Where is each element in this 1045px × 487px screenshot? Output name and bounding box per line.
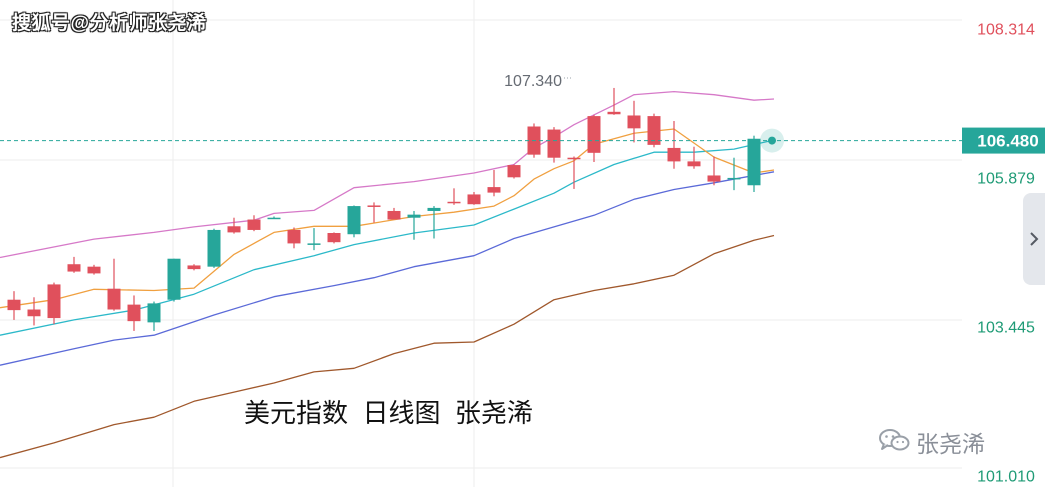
candle-body bbox=[167, 258, 181, 300]
current-price-label: 106.480 bbox=[977, 132, 1038, 151]
candle-body bbox=[587, 116, 601, 153]
candle bbox=[487, 169, 501, 197]
candle bbox=[187, 264, 201, 271]
chevron-right-icon bbox=[1029, 231, 1039, 247]
candle bbox=[47, 282, 61, 325]
candle-body bbox=[747, 138, 761, 186]
wechat-badge: 张尧浠 bbox=[878, 425, 985, 459]
price-axis-label: 101.010 bbox=[977, 468, 1035, 485]
candle-body bbox=[27, 309, 41, 317]
candle bbox=[207, 228, 221, 268]
candle bbox=[67, 256, 81, 273]
candle bbox=[427, 206, 441, 239]
candle bbox=[607, 87, 621, 115]
current-price-tag bbox=[962, 127, 1045, 154]
candle-body bbox=[507, 165, 521, 178]
high-price-label: 107.340 bbox=[504, 73, 562, 90]
candle bbox=[467, 191, 481, 205]
candle-body bbox=[687, 161, 701, 167]
candle bbox=[307, 228, 321, 251]
candle bbox=[347, 205, 361, 238]
chart-caption: 美元指数 日线图 张尧浠 bbox=[244, 398, 533, 428]
wechat-icon bbox=[878, 427, 910, 458]
candle-body bbox=[267, 217, 281, 220]
candle-body bbox=[707, 175, 721, 182]
candle bbox=[567, 156, 581, 189]
candle-body bbox=[467, 194, 481, 205]
candle bbox=[87, 264, 101, 275]
candle bbox=[587, 114, 601, 163]
candle-body bbox=[67, 264, 81, 272]
candle bbox=[147, 301, 161, 331]
candle bbox=[327, 232, 341, 244]
ma-orange-line bbox=[0, 128, 775, 309]
candle-body bbox=[127, 304, 141, 322]
candle-body bbox=[607, 111, 621, 115]
candle bbox=[647, 113, 661, 148]
ma-blue-line bbox=[0, 171, 775, 366]
candle bbox=[387, 207, 401, 220]
price-line-layer bbox=[0, 128, 962, 153]
candle-body bbox=[347, 206, 361, 235]
candle bbox=[127, 295, 141, 331]
candle bbox=[747, 135, 761, 192]
wechat-label: 张尧浠 bbox=[916, 431, 985, 457]
candle-body bbox=[307, 243, 321, 245]
ma-brown-line bbox=[0, 234, 775, 459]
candle bbox=[687, 146, 701, 169]
candle-body bbox=[207, 229, 221, 267]
price-axis-label: 105.879 bbox=[977, 170, 1035, 187]
candle bbox=[707, 156, 721, 186]
candle-body bbox=[387, 210, 401, 220]
watermark-text: 搜狐号@分析师张尧浠 bbox=[12, 13, 207, 34]
candle-body bbox=[47, 284, 61, 319]
candle bbox=[667, 120, 681, 169]
candle-body bbox=[407, 214, 421, 218]
candle bbox=[107, 258, 121, 311]
candle-body bbox=[447, 201, 461, 204]
candle-body bbox=[647, 116, 661, 145]
candle bbox=[507, 164, 521, 179]
candle-body bbox=[667, 147, 681, 162]
candle bbox=[27, 297, 41, 326]
annotation-layer: 107.340 bbox=[504, 73, 573, 90]
candle bbox=[407, 210, 421, 240]
candle-body bbox=[567, 157, 581, 160]
candle bbox=[267, 216, 281, 220]
candle-body bbox=[627, 115, 641, 129]
candle bbox=[167, 258, 181, 302]
candle-body bbox=[87, 266, 101, 274]
side-panel-toggle[interactable] bbox=[1023, 193, 1045, 285]
candle-body bbox=[427, 207, 441, 211]
candle-body bbox=[487, 187, 501, 193]
price-axis-label: 103.445 bbox=[977, 319, 1035, 336]
candle bbox=[627, 100, 641, 143]
candle-body bbox=[367, 205, 381, 207]
candle-body bbox=[327, 233, 341, 243]
candle-body bbox=[247, 219, 261, 230]
candle-layer bbox=[7, 87, 761, 331]
price-axis-label: 108.314 bbox=[977, 21, 1035, 38]
bollinger-upper-line bbox=[0, 90, 775, 259]
candle-body bbox=[727, 177, 741, 180]
candle-body bbox=[227, 226, 241, 233]
candle-body bbox=[287, 229, 301, 244]
candle-body bbox=[547, 129, 561, 158]
candle bbox=[227, 217, 241, 234]
candle-body bbox=[187, 265, 201, 270]
candle bbox=[447, 188, 461, 205]
candle-body bbox=[107, 288, 121, 310]
candle bbox=[547, 127, 561, 163]
candle-body bbox=[7, 299, 21, 311]
candle bbox=[287, 227, 301, 249]
candle bbox=[247, 215, 261, 232]
candle bbox=[727, 157, 741, 191]
candle bbox=[367, 202, 381, 223]
candle bbox=[7, 291, 21, 320]
candle-body bbox=[147, 303, 161, 323]
price-axis: 108.314 106.480 105.879 103.445 101.010 bbox=[962, 21, 1045, 485]
current-price-dot bbox=[768, 136, 776, 145]
